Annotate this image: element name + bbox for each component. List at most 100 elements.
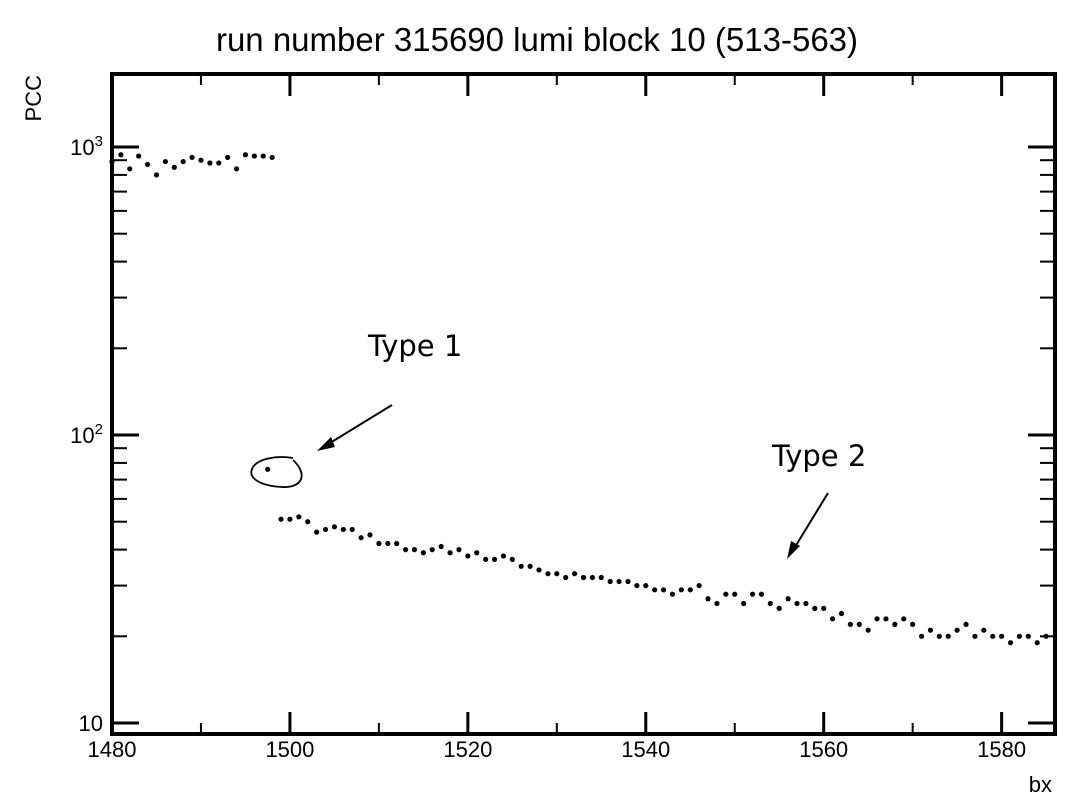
data-point	[821, 605, 827, 611]
data-point	[999, 633, 1005, 639]
annotation-type1-arrow	[317, 404, 393, 451]
data-point	[554, 571, 560, 577]
data-point	[572, 571, 578, 577]
data-point	[883, 616, 889, 622]
y-axis-label: PCC	[21, 75, 46, 122]
x-tick-label: 1540	[621, 737, 670, 762]
y-tick-exponent: 2	[95, 421, 103, 438]
x-tick-label: 1520	[443, 737, 492, 762]
y-tick-label: 10	[79, 711, 103, 736]
data-point	[127, 166, 133, 172]
data-point	[580, 574, 587, 581]
y-tick-mantissa: 10	[70, 423, 94, 448]
data-point	[385, 540, 391, 547]
data-point	[1025, 633, 1031, 639]
data-point	[491, 556, 498, 562]
data-point	[260, 153, 266, 159]
data-point	[990, 633, 996, 639]
data-point	[812, 605, 818, 611]
x-tick-label: 1560	[799, 737, 848, 762]
data-point	[314, 529, 320, 535]
data-point	[225, 154, 231, 161]
data-point	[242, 152, 249, 158]
data-point	[687, 587, 693, 593]
data-point	[963, 621, 969, 627]
data-point	[216, 160, 222, 166]
data-point	[118, 152, 124, 158]
data-point	[438, 543, 444, 550]
annotation-type1-label: Type 1	[367, 329, 462, 363]
data-point	[776, 605, 782, 611]
y-tick-label: 102	[70, 421, 103, 448]
data-point	[749, 591, 756, 597]
axis-ticks	[110, 74, 1055, 734]
data-point	[536, 567, 542, 573]
data-point	[394, 540, 400, 547]
data-point	[803, 600, 809, 607]
data-point	[838, 610, 845, 617]
annotation-type2-arrow	[787, 492, 829, 559]
data-point	[981, 627, 987, 633]
data-point	[198, 157, 204, 163]
y-tick-exponent: 3	[95, 133, 103, 150]
data-point	[794, 600, 800, 607]
data-point	[402, 547, 409, 553]
data-point	[1043, 633, 1049, 639]
data-point	[1016, 633, 1023, 639]
data-point	[874, 616, 880, 622]
chart-title: run number 315690 lumi block 10 (513-563…	[216, 21, 858, 58]
data-point	[465, 553, 471, 559]
data-point	[927, 627, 934, 633]
data-point	[207, 160, 213, 166]
data-point	[669, 591, 676, 597]
data-point	[456, 547, 462, 553]
data-point	[723, 591, 729, 597]
data-point	[287, 516, 293, 522]
data-point	[367, 532, 373, 538]
data-point	[429, 547, 435, 553]
data-point	[358, 535, 364, 541]
annotation-type1-circle	[250, 456, 303, 488]
data-point	[714, 600, 720, 607]
x-tick-label: 1580	[977, 737, 1026, 762]
data-point	[945, 633, 951, 639]
data-point	[758, 591, 765, 597]
data-point	[589, 574, 595, 581]
data-point	[545, 571, 551, 577]
data-point	[305, 519, 311, 525]
data-point	[918, 633, 925, 639]
data-point	[153, 172, 160, 178]
data-points	[109, 152, 1049, 646]
data-point	[678, 587, 684, 593]
data-point	[616, 578, 622, 585]
data-point	[696, 582, 702, 589]
data-point	[411, 547, 418, 553]
data-point	[376, 540, 382, 547]
data-point	[331, 524, 338, 530]
data-point	[901, 616, 907, 622]
data-point	[447, 550, 453, 556]
data-point	[144, 161, 151, 168]
data-point	[474, 550, 480, 556]
data-point	[625, 578, 631, 585]
data-point	[829, 616, 836, 622]
data-point	[1007, 640, 1014, 646]
data-point	[936, 633, 942, 639]
data-point	[420, 550, 426, 556]
data-point	[527, 563, 533, 569]
data-point	[251, 153, 257, 159]
data-point	[892, 621, 898, 627]
data-point	[856, 621, 862, 627]
data-point	[847, 621, 853, 627]
data-point	[171, 164, 177, 170]
data-point	[269, 154, 275, 161]
data-point	[563, 574, 569, 581]
plot-frame	[110, 72, 1057, 736]
data-point	[136, 153, 142, 159]
data-point	[189, 154, 195, 161]
data-point	[233, 166, 240, 172]
data-point	[705, 596, 711, 602]
x-tick-label: 1480	[88, 737, 137, 762]
